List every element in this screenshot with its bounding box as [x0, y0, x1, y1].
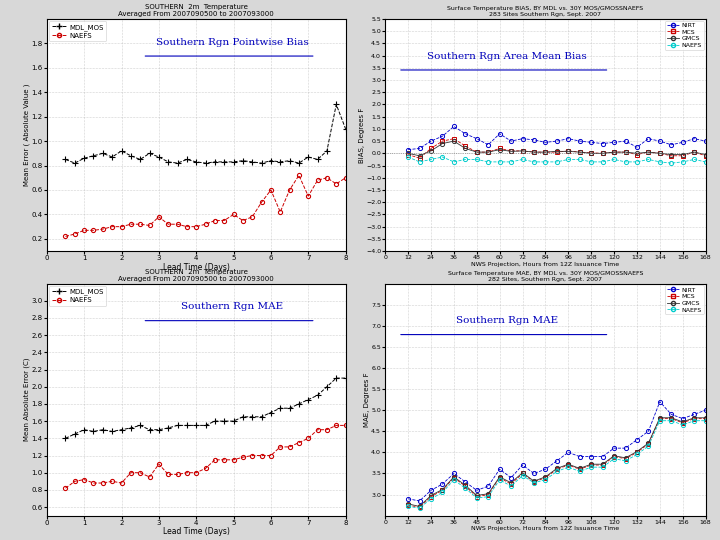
- Text: Southern Rgn Area Mean Bias: Southern Rgn Area Mean Bias: [427, 52, 587, 60]
- X-axis label: Lead Time (Days): Lead Time (Days): [163, 527, 230, 536]
- Title: SOUTHERN  2m  Temperature
Averaged From 2007090500 to 2007093000: SOUTHERN 2m Temperature Averaged From 20…: [118, 4, 274, 17]
- Legend: MDL_MOS, NAEFS: MDL_MOS, NAEFS: [49, 21, 106, 42]
- Title: Surface Temperature BIAS, BY MDL vs. 30Y MOS/GMOSSNAEFS
283 Sites Southern Rgn, : Surface Temperature BIAS, BY MDL vs. 30Y…: [447, 6, 644, 17]
- X-axis label: NWS Projection, Hours from 12Z Issuance Time: NWS Projection, Hours from 12Z Issuance …: [472, 262, 619, 267]
- Y-axis label: Mean Error ( Absolute Value ): Mean Error ( Absolute Value ): [24, 84, 30, 186]
- Title: SOUTHERN  2m  Temperature
Averaged From 2007090500 to 2007093000: SOUTHERN 2m Temperature Averaged From 20…: [118, 269, 274, 282]
- Title: Surface Temperature MAE, BY MDL vs. 30Y MOS/GMOSSNAEFS
282 Sites, Southern Rgn, : Surface Temperature MAE, BY MDL vs. 30Y …: [448, 271, 643, 282]
- Text: Southern Rgn Pointwise Bias: Southern Rgn Pointwise Bias: [156, 38, 308, 47]
- X-axis label: Lead Time (Days): Lead Time (Days): [163, 262, 230, 272]
- Y-axis label: BIAS, Degrees F: BIAS, Degrees F: [359, 107, 364, 163]
- X-axis label: NWS Projection, Hours from 12Z Issuance Time: NWS Projection, Hours from 12Z Issuance …: [472, 526, 619, 531]
- Y-axis label: MAE, Degrees F: MAE, Degrees F: [364, 372, 370, 427]
- Legend: MDL_MOS, NAEFS: MDL_MOS, NAEFS: [49, 286, 106, 306]
- Text: Southern Rgn MAE: Southern Rgn MAE: [456, 316, 558, 325]
- Y-axis label: Mean Absolute Error (C): Mean Absolute Error (C): [24, 358, 30, 441]
- Text: Southern Rgn MAE: Southern Rgn MAE: [181, 302, 283, 312]
- Legend: NIRT, MCS, GMCS, NAEFS: NIRT, MCS, GMCS, NAEFS: [665, 21, 703, 50]
- Legend: NIRT, MCS, GMCS, NAEFS: NIRT, MCS, GMCS, NAEFS: [665, 285, 703, 314]
